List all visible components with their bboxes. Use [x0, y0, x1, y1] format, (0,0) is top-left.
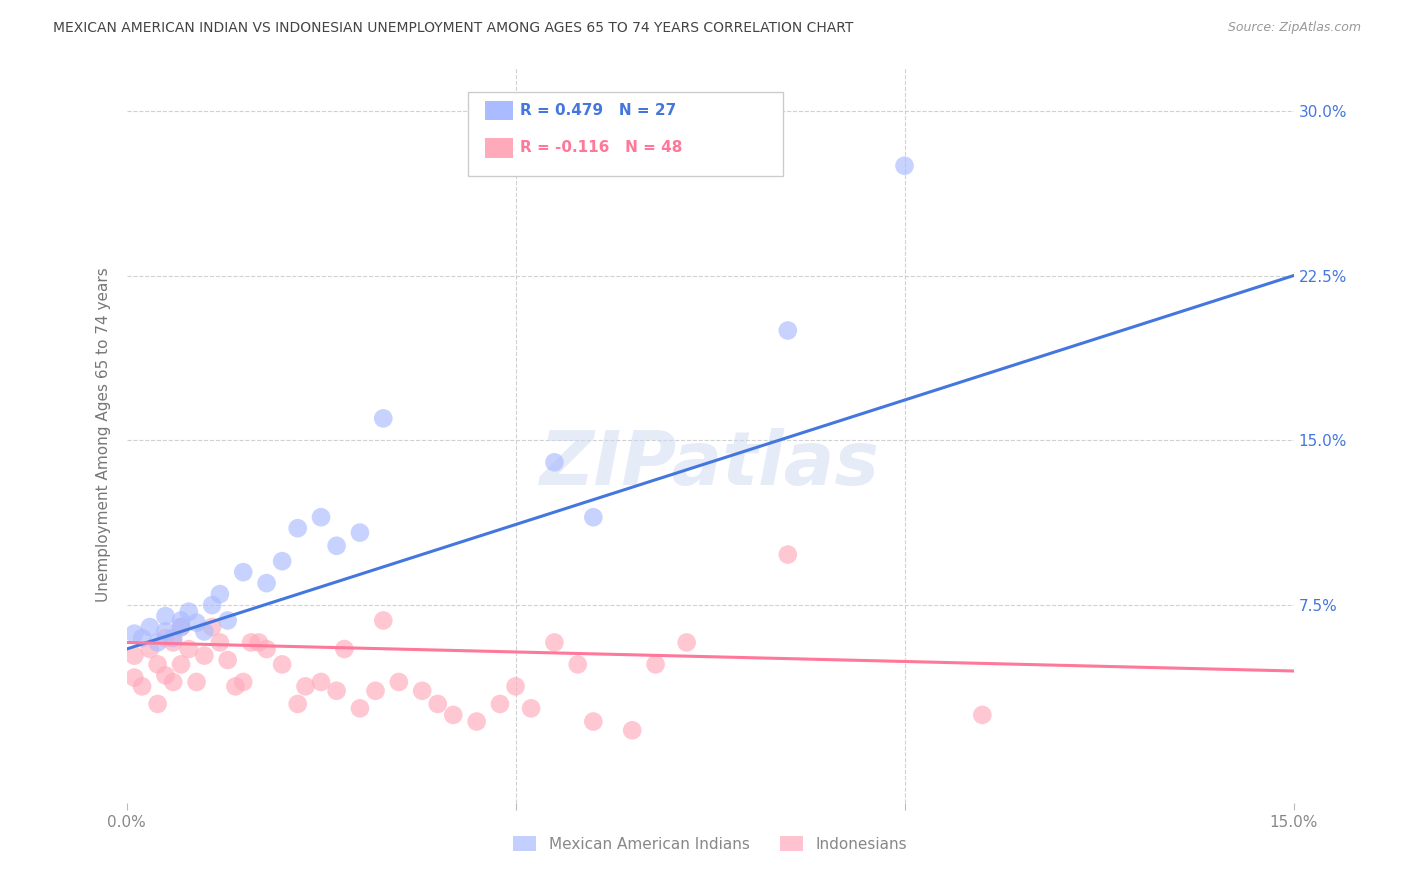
- Point: [162, 631, 184, 645]
- Point: [146, 635, 169, 649]
- Point: [465, 714, 488, 729]
- Text: MEXICAN AMERICAN INDIAN VS INDONESIAN UNEMPLOYMENT AMONG AGES 65 TO 74 YEARS COR: MEXICAN AMERICAN INDIAN VS INDONESIAN UN…: [53, 21, 853, 36]
- Point: [240, 635, 263, 649]
- Y-axis label: Unemployment Among Ages 65 to 74 years: Unemployment Among Ages 65 to 74 years: [96, 268, 111, 602]
- Text: ZIPatlas: ZIPatlas: [540, 428, 880, 500]
- Point: [287, 521, 309, 535]
- Point: [543, 635, 565, 649]
- Point: [489, 697, 512, 711]
- Point: [364, 683, 387, 698]
- Point: [131, 631, 153, 645]
- Point: [186, 675, 208, 690]
- Point: [208, 635, 231, 649]
- Point: [217, 653, 239, 667]
- Point: [232, 565, 254, 579]
- Point: [373, 411, 395, 425]
- Point: [373, 614, 395, 628]
- Point: [309, 510, 332, 524]
- Point: [124, 671, 146, 685]
- Point: [162, 635, 184, 649]
- Point: [893, 159, 915, 173]
- Point: [177, 605, 200, 619]
- Point: [131, 679, 153, 693]
- Point: [333, 642, 356, 657]
- Point: [411, 683, 433, 698]
- Point: [155, 668, 177, 682]
- Point: [217, 614, 239, 628]
- Point: [776, 324, 799, 338]
- Point: [170, 620, 193, 634]
- Point: [232, 675, 254, 690]
- Text: R = -0.116   N = 48: R = -0.116 N = 48: [520, 140, 682, 155]
- Point: [256, 642, 278, 657]
- Point: [124, 626, 146, 640]
- Legend: Mexican American Indians, Indonesians: Mexican American Indians, Indonesians: [508, 830, 912, 858]
- Point: [247, 635, 270, 649]
- Point: [146, 697, 169, 711]
- Point: [193, 648, 215, 663]
- Point: [155, 631, 177, 645]
- Point: [520, 701, 543, 715]
- Point: [388, 675, 411, 690]
- Point: [287, 697, 309, 711]
- Point: [441, 707, 464, 722]
- Point: [567, 657, 589, 672]
- Point: [776, 548, 799, 562]
- Point: [325, 539, 347, 553]
- Point: [155, 624, 177, 639]
- Point: [124, 648, 146, 663]
- Point: [256, 576, 278, 591]
- Point: [309, 675, 332, 690]
- Point: [644, 657, 666, 672]
- Point: [543, 455, 565, 469]
- Point: [271, 554, 294, 568]
- Point: [162, 675, 184, 690]
- Point: [193, 624, 215, 639]
- Point: [972, 707, 994, 722]
- Point: [675, 635, 697, 649]
- Point: [582, 510, 605, 524]
- Point: [170, 657, 193, 672]
- Point: [426, 697, 449, 711]
- Point: [294, 679, 316, 693]
- Point: [177, 642, 200, 657]
- Point: [349, 525, 371, 540]
- Text: R = 0.479   N = 27: R = 0.479 N = 27: [520, 103, 676, 118]
- Point: [139, 620, 162, 634]
- Point: [208, 587, 231, 601]
- Point: [201, 620, 224, 634]
- Point: [621, 723, 644, 738]
- Point: [271, 657, 294, 672]
- Point: [170, 620, 193, 634]
- Point: [505, 679, 527, 693]
- Text: Source: ZipAtlas.com: Source: ZipAtlas.com: [1227, 21, 1361, 35]
- Point: [349, 701, 371, 715]
- Point: [582, 714, 605, 729]
- Point: [155, 609, 177, 624]
- Point: [186, 615, 208, 630]
- Point: [325, 683, 347, 698]
- Point: [224, 679, 246, 693]
- Point: [170, 614, 193, 628]
- Point: [139, 642, 162, 657]
- Point: [146, 657, 169, 672]
- Point: [201, 598, 224, 612]
